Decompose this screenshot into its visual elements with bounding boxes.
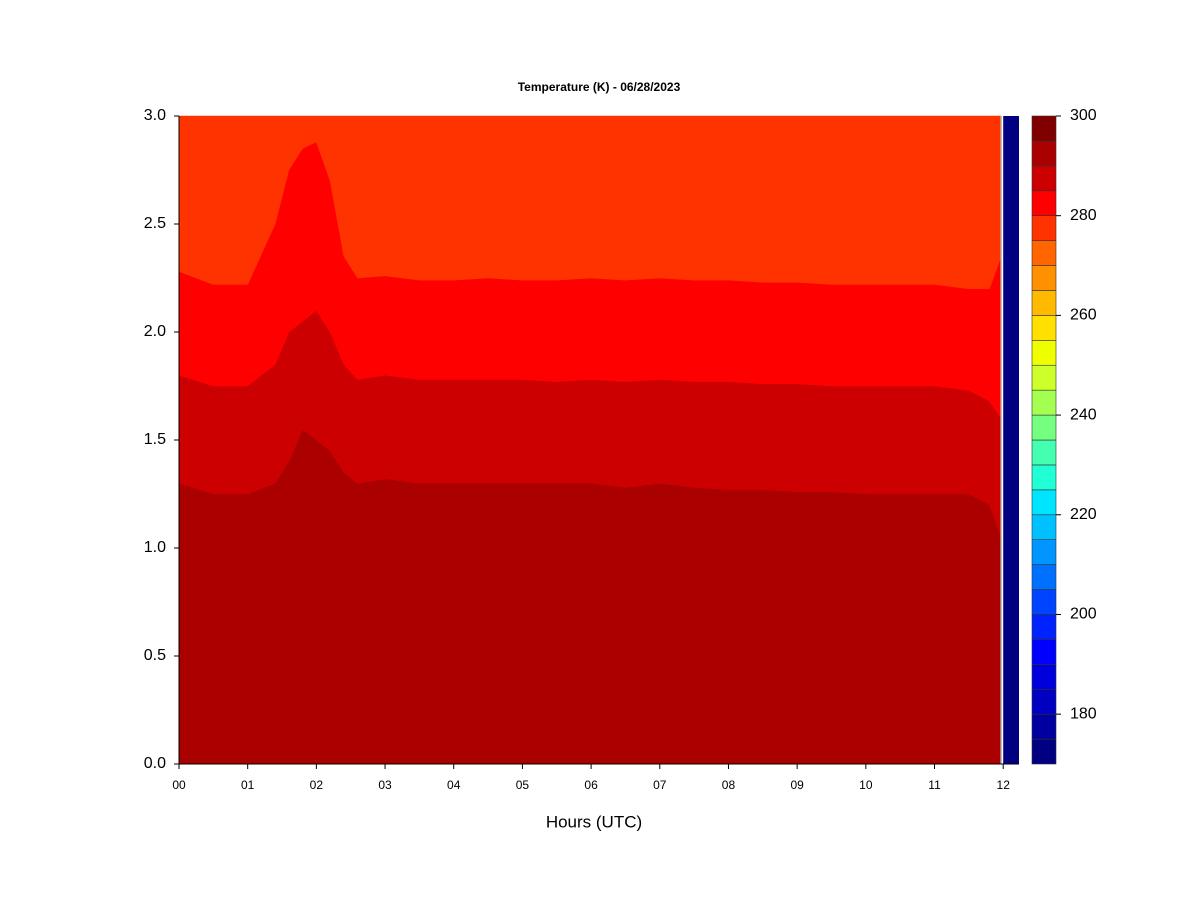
colorbar-band: [1031, 290, 1057, 316]
colorbar-band: [1031, 439, 1057, 466]
colorbar-band: [1031, 514, 1057, 540]
y-tick-label: 1.0: [144, 539, 166, 556]
x-tick-label: 02: [310, 778, 324, 792]
x-tick-label: 11: [928, 778, 941, 792]
colorbar-tick-label: 240: [1070, 406, 1097, 423]
colorbar-band: [1031, 639, 1057, 665]
colorbar-band: [1031, 464, 1057, 491]
colorbar-band: [1031, 340, 1057, 366]
colorbar-band: [1031, 115, 1057, 142]
y-tick-label: 3.0: [144, 107, 166, 124]
y-tick-label: 0.0: [144, 755, 166, 772]
colorbar-tick-label: 220: [1070, 506, 1097, 523]
y-tick-label: 2.5: [144, 215, 166, 232]
colorbar-tick-label: 280: [1070, 207, 1097, 224]
x-tick-label: 05: [516, 778, 530, 792]
chart-title: Temperature (K) - 06/28/2023: [518, 80, 681, 94]
x-tick-label: 00: [172, 778, 186, 792]
x-tick-label: 08: [722, 778, 736, 792]
colorbar-band: [1031, 489, 1057, 516]
colorbar-band: [1031, 664, 1057, 690]
colorbar-tick-label: 200: [1070, 606, 1097, 623]
colorbar-band: [1031, 190, 1057, 216]
y-tick-label: 1.5: [144, 431, 166, 448]
x-tick-label: 12: [997, 778, 1011, 792]
colorbar-tick-label: 260: [1070, 307, 1097, 324]
colorbar-band: [1031, 713, 1057, 740]
strip: [1003, 116, 1019, 764]
colorbar-band: [1031, 265, 1057, 291]
colorbar-band: [1031, 564, 1057, 590]
contour-band: [178, 115, 1002, 290]
colorbar-band: [1031, 539, 1057, 565]
colorbar-band: [1031, 414, 1057, 441]
x-tick-label: 06: [584, 778, 598, 792]
x-tick-label: 04: [447, 778, 461, 792]
x-axis-label: Hours (UTC): [546, 812, 642, 831]
colorbar-band: [1031, 240, 1057, 266]
colorbar-band: [1031, 738, 1057, 765]
x-tick-label: 07: [653, 778, 667, 792]
x-tick-label: 09: [790, 778, 804, 792]
x-tick-label: 03: [378, 778, 392, 792]
y-tick-label: 0.5: [144, 647, 166, 664]
colorbar-tick-label: 180: [1070, 705, 1097, 722]
colorbar-band: [1031, 215, 1057, 241]
colorbar-band: [1031, 688, 1057, 715]
colorbar-band: [1031, 589, 1057, 615]
colorbar-band: [1031, 614, 1057, 640]
y-tick-label: 2.0: [144, 323, 166, 340]
colorbar-band: [1031, 364, 1057, 391]
colorbar-band: [1031, 315, 1057, 341]
x-tick-label: 01: [241, 778, 255, 792]
colorbar-band: [1031, 389, 1057, 416]
colorbar-band: [1031, 140, 1057, 167]
colorbar-tick-label: 300: [1070, 107, 1097, 124]
colorbar-band: [1031, 165, 1057, 192]
x-tick-label: 10: [859, 778, 873, 792]
